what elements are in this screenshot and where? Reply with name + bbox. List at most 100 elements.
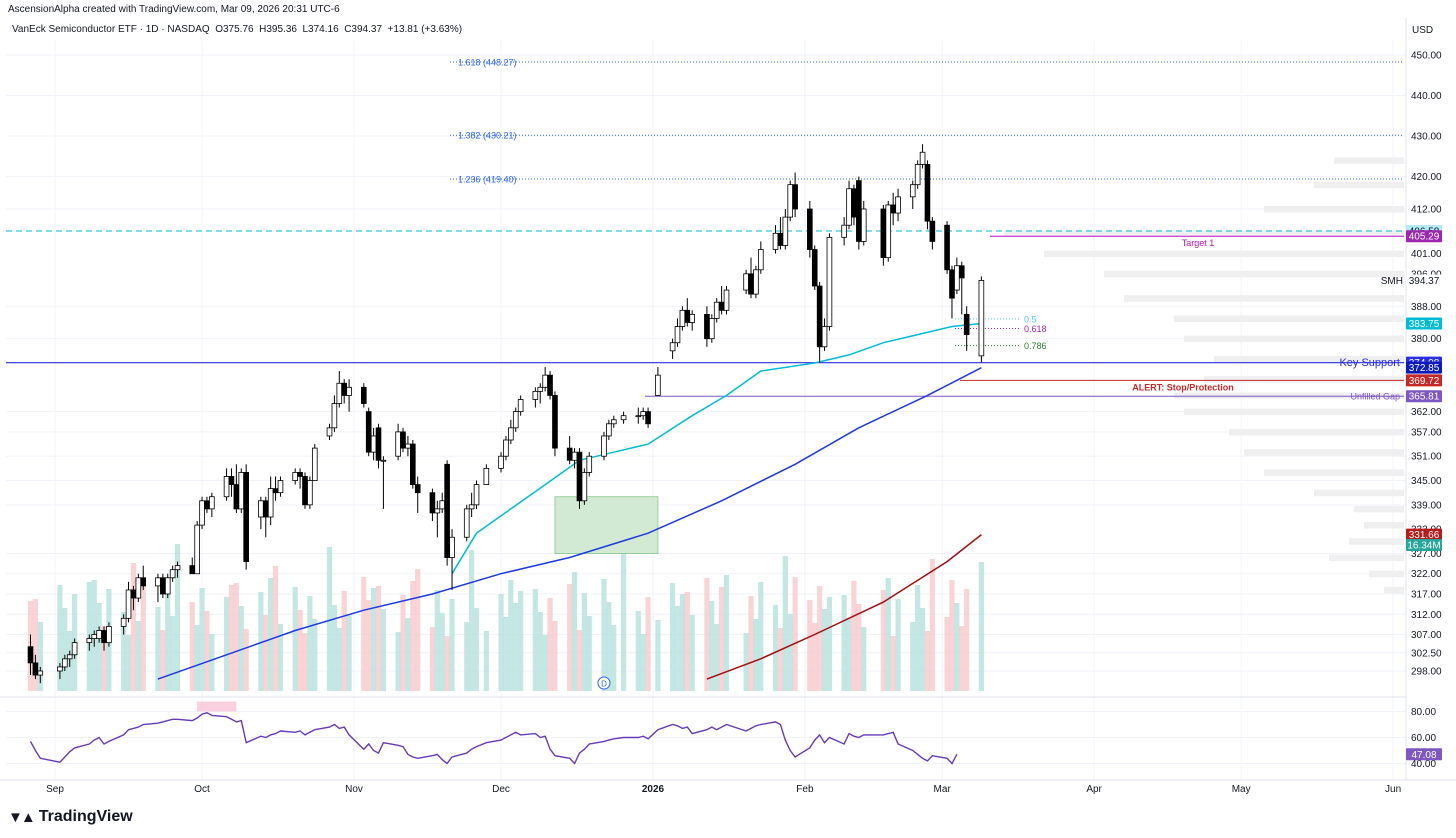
volume-bar bbox=[851, 581, 857, 691]
candle-body bbox=[444, 463, 450, 558]
candle-body bbox=[919, 151, 926, 165]
candle bbox=[552, 391, 558, 457]
profile-bar bbox=[1184, 335, 1404, 343]
price-tick: 317.00 bbox=[1411, 590, 1442, 601]
volume-bar bbox=[959, 626, 965, 691]
volume-bar bbox=[380, 609, 387, 691]
candle bbox=[777, 217, 784, 250]
profile-bar bbox=[1174, 392, 1404, 399]
candle bbox=[228, 468, 235, 497]
volume-bar bbox=[861, 627, 867, 691]
demand-zone bbox=[554, 496, 659, 554]
volume-bar bbox=[915, 585, 921, 691]
candle-body bbox=[223, 476, 230, 498]
candle-body bbox=[826, 236, 833, 327]
volume-bar bbox=[292, 587, 298, 691]
price-tick: 420.00 bbox=[1411, 172, 1442, 183]
price-tick: 430.00 bbox=[1411, 132, 1442, 143]
time-tick: Feb bbox=[796, 784, 814, 795]
volume-bar bbox=[856, 604, 862, 691]
tradingview-brand[interactable]: ▼▲ TradingView bbox=[8, 808, 133, 826]
candle-body bbox=[542, 374, 548, 388]
candle bbox=[498, 452, 504, 473]
candle-body bbox=[885, 204, 892, 259]
time-tick: Oct bbox=[194, 784, 210, 795]
candle bbox=[606, 419, 612, 440]
currency-label[interactable]: USD bbox=[1412, 25, 1434, 36]
candle bbox=[821, 318, 828, 351]
volume-bar bbox=[606, 602, 612, 691]
candle-body bbox=[101, 630, 107, 644]
volume-bar bbox=[571, 572, 578, 691]
candle bbox=[365, 407, 372, 457]
candle bbox=[748, 257, 754, 299]
fib-label: 0.786 bbox=[1024, 341, 1047, 351]
candle-body bbox=[552, 395, 558, 449]
candle-body bbox=[380, 459, 387, 462]
candle bbox=[610, 415, 617, 428]
candle-body bbox=[272, 488, 279, 494]
candle bbox=[718, 286, 725, 315]
volume-bar bbox=[174, 544, 181, 691]
candle bbox=[851, 184, 857, 226]
volume-bar bbox=[498, 594, 504, 691]
volume-bar bbox=[469, 550, 475, 691]
candle-body bbox=[302, 476, 308, 506]
volume-bar bbox=[37, 622, 43, 691]
candle bbox=[924, 160, 931, 230]
candle-body bbox=[27, 646, 34, 664]
candle bbox=[370, 427, 377, 461]
price-tick-partial: 401.00 bbox=[1411, 249, 1442, 260]
candle-body bbox=[895, 196, 901, 214]
profile-bar bbox=[1314, 181, 1404, 189]
candle bbox=[709, 314, 715, 343]
candle bbox=[449, 529, 455, 590]
candle-body bbox=[610, 419, 617, 425]
price-badge-text: 372.85 bbox=[1409, 363, 1440, 374]
price-tick: 380.00 bbox=[1411, 334, 1442, 345]
volume-bar bbox=[346, 614, 352, 691]
symbol-ohlc-line[interactable]: VanEck Semiconductor ETF · 1D · NASDAQ O… bbox=[12, 24, 463, 35]
profile-bar bbox=[1334, 157, 1404, 164]
volume-bar bbox=[263, 615, 269, 691]
candle bbox=[209, 492, 215, 517]
candle-body bbox=[414, 484, 421, 494]
price-badge-text: 383.75 bbox=[1409, 319, 1440, 330]
candle-body bbox=[581, 472, 588, 502]
candle-body bbox=[841, 224, 847, 238]
candle bbox=[434, 500, 441, 538]
volume-bar bbox=[689, 615, 695, 691]
volume-bar bbox=[743, 633, 749, 691]
candle bbox=[27, 634, 34, 676]
volume-bar bbox=[483, 631, 489, 691]
candle bbox=[174, 561, 181, 578]
profile-bar bbox=[1264, 206, 1404, 213]
price-badge-text: 331.66 bbox=[1409, 530, 1440, 541]
candle-body bbox=[949, 269, 955, 299]
price-badge: 331.66 bbox=[1406, 528, 1442, 541]
level-label: Unfilled Gap bbox=[1350, 392, 1400, 402]
candle-body bbox=[655, 374, 661, 396]
volume-bar bbox=[513, 603, 519, 691]
volume-bar bbox=[964, 589, 970, 691]
candle bbox=[963, 306, 970, 351]
volume-bar bbox=[415, 569, 421, 691]
candle bbox=[929, 217, 936, 250]
candle bbox=[204, 496, 210, 513]
candle-body bbox=[365, 411, 372, 453]
candle-body bbox=[689, 313, 695, 323]
candle bbox=[679, 306, 686, 331]
candle-body bbox=[601, 435, 607, 457]
profile-bar bbox=[1264, 469, 1404, 476]
price-badge-bg bbox=[1406, 317, 1442, 330]
volume-bar bbox=[238, 606, 244, 691]
volume-bar bbox=[268, 578, 274, 691]
candle bbox=[914, 160, 921, 189]
candle bbox=[919, 144, 926, 169]
volume-bars bbox=[27, 544, 984, 691]
candle bbox=[645, 407, 651, 428]
candle bbox=[713, 298, 720, 323]
candle-body bbox=[169, 569, 176, 579]
candle-body bbox=[267, 488, 274, 518]
